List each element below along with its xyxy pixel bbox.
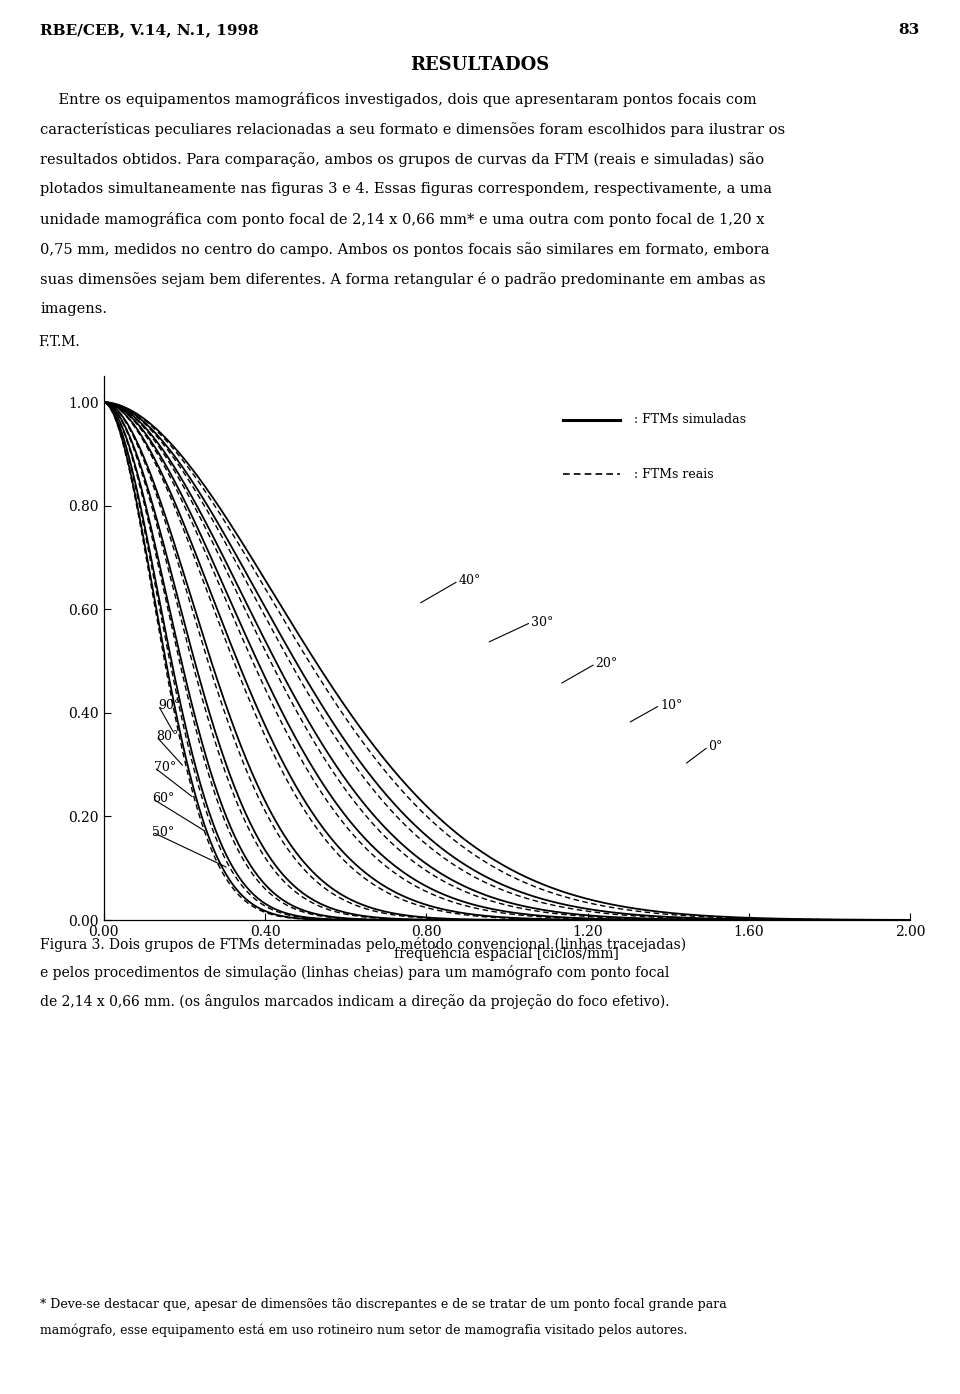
Text: 0°: 0° bbox=[708, 740, 723, 753]
Text: suas dimensões sejam bem diferentes. A forma retangular é o padrão predominante : suas dimensões sejam bem diferentes. A f… bbox=[40, 272, 766, 287]
Text: 60°: 60° bbox=[152, 792, 175, 804]
Text: 50°: 50° bbox=[152, 825, 175, 839]
Text: características peculiares relacionadas a seu formato e dimensões foram escolhid: características peculiares relacionadas … bbox=[40, 121, 785, 137]
Text: e pelos procedimentos de simulação (linhas cheias) para um mamógrafo com ponto f: e pelos procedimentos de simulação (linh… bbox=[40, 965, 670, 980]
Text: unidade mamográfica com ponto focal de 2,14 x 0,66 mm* e uma outra com ponto foc: unidade mamográfica com ponto focal de 2… bbox=[40, 212, 765, 227]
Text: 40°: 40° bbox=[459, 574, 481, 587]
Text: mamógrafo, esse equipamento está em uso rotineiro num setor de mamografia visita: mamógrafo, esse equipamento está em uso … bbox=[40, 1324, 687, 1337]
Y-axis label: F.T.M.: F.T.M. bbox=[38, 335, 80, 350]
Text: 20°: 20° bbox=[595, 657, 618, 671]
Text: RESULTADOS: RESULTADOS bbox=[410, 56, 550, 74]
Text: de 2,14 x 0,66 mm. (os ângulos marcados indicam a direção da projeção do foco ef: de 2,14 x 0,66 mm. (os ângulos marcados … bbox=[40, 994, 670, 1009]
Text: 83: 83 bbox=[899, 22, 920, 38]
Text: 80°: 80° bbox=[156, 729, 179, 743]
Text: 90°: 90° bbox=[158, 698, 180, 712]
X-axis label: frequência espacial [ciclos/mm]: frequência espacial [ciclos/mm] bbox=[395, 947, 619, 960]
Text: : FTMs reais: : FTMs reais bbox=[635, 468, 714, 481]
Text: RBE/CEB, V.14, N.1, 1998: RBE/CEB, V.14, N.1, 1998 bbox=[40, 22, 259, 38]
Text: * Deve-se destacar que, apesar de dimensões tão discrepantes e de se tratar de u: * Deve-se destacar que, apesar de dimens… bbox=[40, 1298, 727, 1310]
Text: 30°: 30° bbox=[531, 616, 554, 629]
Text: Figura 3. Dois grupos de FTMs determinadas pelo método convencional (linhas trac: Figura 3. Dois grupos de FTMs determinad… bbox=[40, 937, 686, 952]
Text: : FTMs simuladas: : FTMs simuladas bbox=[635, 414, 746, 427]
Text: 0,75 mm, medidos no centro do campo. Ambos os pontos focais são similares em for: 0,75 mm, medidos no centro do campo. Amb… bbox=[40, 241, 770, 256]
Text: plotados simultaneamente nas figuras 3 e 4. Essas figuras correspondem, respecti: plotados simultaneamente nas figuras 3 e… bbox=[40, 181, 772, 197]
Text: resultados obtidos. Para comparação, ambos os grupos de curvas da FTM (reais e s: resultados obtidos. Para comparação, amb… bbox=[40, 152, 764, 167]
Text: Entre os equipamentos mamográficos investigados, dois que apresentaram pontos fo: Entre os equipamentos mamográficos inves… bbox=[40, 92, 757, 107]
Text: 10°: 10° bbox=[660, 698, 683, 712]
Text: imagens.: imagens. bbox=[40, 301, 108, 316]
Text: 70°: 70° bbox=[154, 761, 177, 774]
